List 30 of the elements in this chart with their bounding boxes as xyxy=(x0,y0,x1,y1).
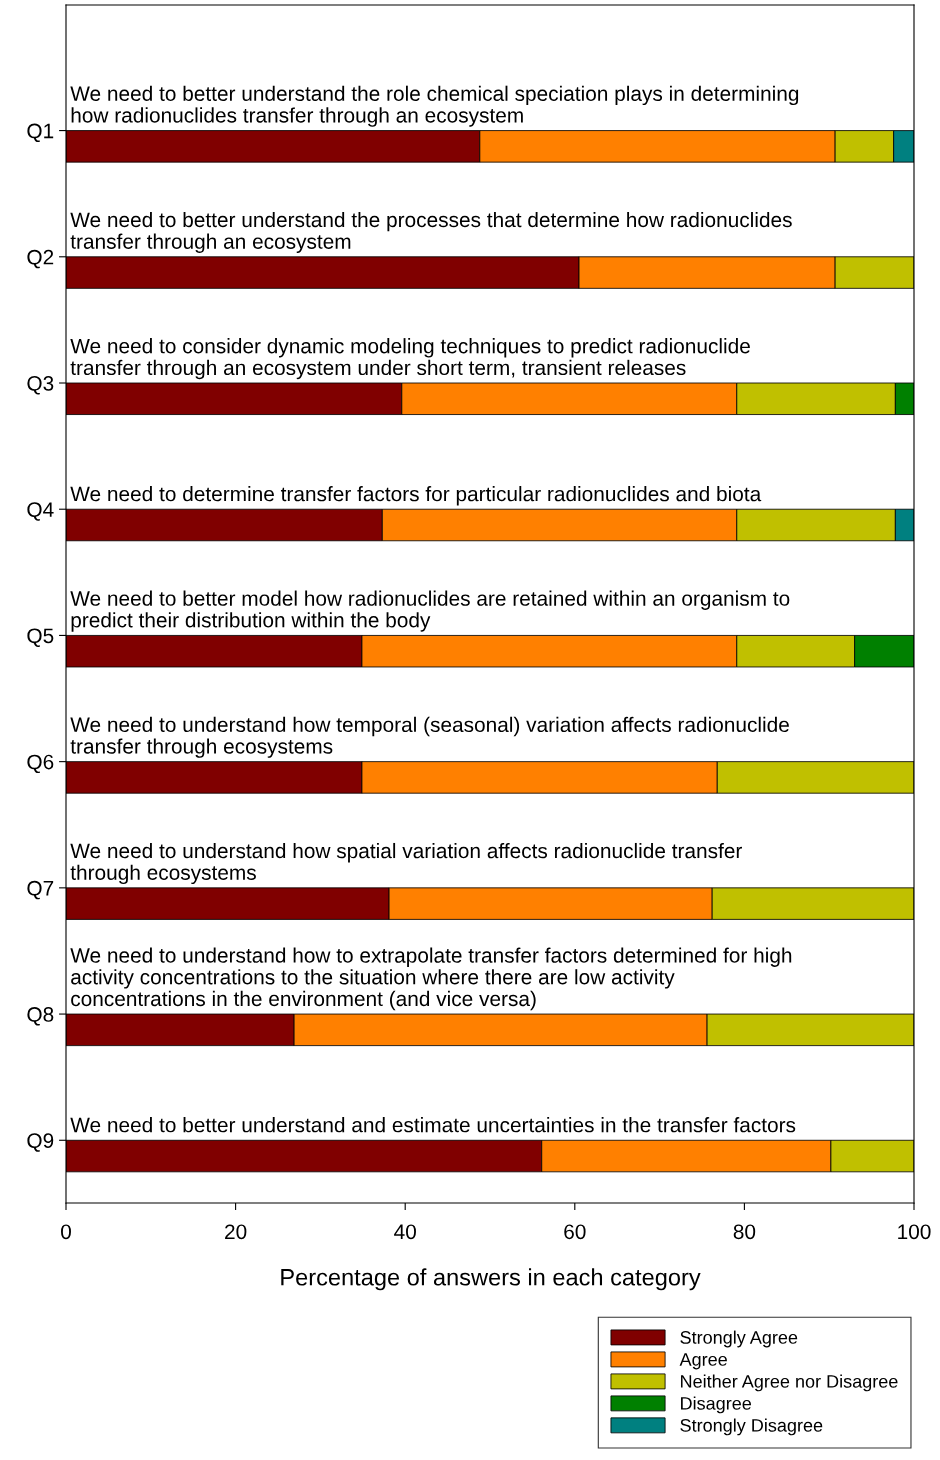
annotation: We need to better model how radionuclides are retained within an organism to predict their distribution within the body xyxy=(70,590,790,632)
y-tick-label: Q9 xyxy=(27,1133,54,1152)
legend-label: Disagree xyxy=(681,1396,752,1414)
annotation: We need to understand how to extrapolate transfer factors determined for high activity concentrations to the situation where there are low activity concentrations in the environment (and vice versa) xyxy=(70,947,792,1011)
annotation: We need to understand how spatial variation affects radionuclide transfer through ecosystems xyxy=(70,842,743,885)
annotation: We need to better understand the processes that determine how radionuclides transfer through an ecosystem xyxy=(70,211,792,254)
x-tick-label: 20 xyxy=(225,1224,247,1240)
legend-label: Strongly Disagree xyxy=(680,1418,823,1436)
x-tick-label: 100 xyxy=(898,1224,931,1240)
y-tick-label: Q8 xyxy=(27,1007,54,1026)
annotation: We need to determine transfer factors for particular radionuclides and biota xyxy=(70,486,762,506)
legend-label: Strongly Agree xyxy=(680,1330,798,1348)
x-tick-label: 60 xyxy=(564,1224,586,1240)
annotation: We need to better understand the role chemical speciation plays in determining how radionuclides transfer through an ecosystem xyxy=(70,85,799,127)
annotation: We need to consider dynamic modeling techniques to predict radionuclide transfer through an ecosystem under short term, transient releases xyxy=(70,338,750,380)
x-tick-label: 40 xyxy=(394,1224,416,1240)
y-tick-label: Q5 xyxy=(27,628,54,647)
annotation: We need to understand how temporal (seasonal) variation affects radionuclide transfer through ecosystems xyxy=(70,716,789,758)
annotation: We need to better understand and estimate uncertainties in the transfer factors xyxy=(70,1117,796,1133)
legend-label: Agree xyxy=(679,1353,727,1370)
y-tick-label: Q1 xyxy=(27,123,54,143)
y-tick-label: Q3 xyxy=(27,376,54,395)
y-tick-label: Q4 xyxy=(27,502,54,521)
y-tick-label: Q6 xyxy=(27,754,54,774)
x-tick-label: 0 xyxy=(61,1224,71,1240)
y-tick-label: Q2 xyxy=(27,249,54,269)
x-tick-label: 80 xyxy=(733,1224,756,1240)
legend-label: Neither Agree nor Disagree xyxy=(681,1374,898,1392)
y-tick-label: Q7 xyxy=(27,880,54,900)
x-axis-title: Percentage of answers in each category xyxy=(281,1268,701,1291)
